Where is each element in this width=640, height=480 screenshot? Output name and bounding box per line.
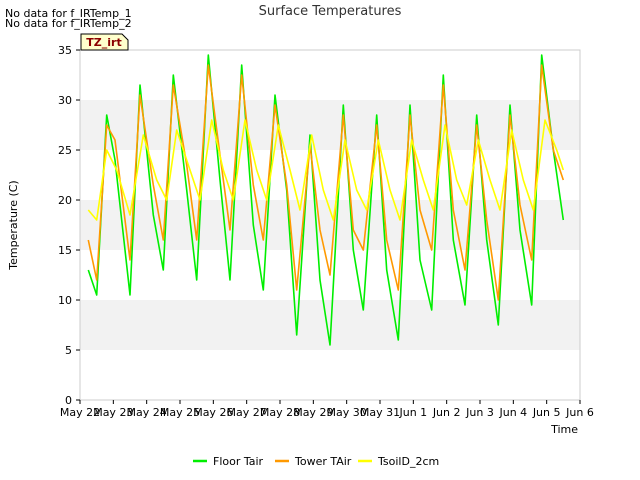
x-tick-label: May 31	[360, 406, 400, 419]
y-tick-label: 35	[58, 44, 72, 57]
y-tick-label: 20	[58, 194, 72, 207]
x-tick-label: May 22	[60, 406, 100, 419]
x-tick-label: Jun 4	[498, 406, 527, 419]
y-axis-label: Temperature (C)	[7, 180, 20, 270]
y-tick-label: 30	[58, 94, 72, 107]
series-line-tower-tair	[87, 64, 565, 301]
y-tick-label: 5	[65, 344, 72, 357]
tz-irt-badge: TZ_irt	[80, 33, 129, 51]
y-tick-label: 10	[58, 294, 72, 307]
legend-label: Tower TAir	[294, 455, 352, 468]
y-tick-label: 15	[58, 244, 72, 257]
series-line-floor-tair	[87, 54, 565, 346]
x-tick-label: May 27	[227, 406, 267, 419]
x-tick-label: May 28	[260, 406, 300, 419]
grid-band	[80, 350, 580, 400]
x-tick-label: May 30	[327, 406, 367, 419]
chart-title: Surface Temperatures	[259, 4, 402, 19]
y-tick-label: 25	[58, 144, 72, 157]
legend: Floor Tair Tower TAir TsoilD_2cm	[193, 455, 439, 468]
x-tick-label: May 29	[293, 406, 333, 419]
grid-band	[80, 100, 580, 150]
x-tick-label: Jun 6	[565, 406, 594, 419]
x-tick-label: May 26	[193, 406, 233, 419]
badge-shape	[80, 33, 129, 51]
x-axis-label: Time	[550, 423, 578, 436]
series-layer	[87, 54, 565, 346]
legend-label: Floor Tair	[213, 455, 264, 468]
no-data-note-2: No data for f_IRTemp_2	[5, 17, 132, 30]
x-tick-label: May 24	[127, 406, 167, 419]
legend-label: TsoilD_2cm	[377, 455, 439, 468]
series-line-tsoild-2cm	[87, 119, 565, 221]
y-axis-ticks: 0 5 10 15 20 25 30 35	[58, 44, 80, 407]
x-tick-label: Jun 1	[398, 406, 427, 419]
x-tick-label: May 25	[160, 406, 200, 419]
no-data-note-1: No data for f_IRTemp_1	[5, 7, 132, 20]
grid-band	[80, 50, 580, 100]
x-tick-label: May 23	[93, 406, 133, 419]
x-tick-label: Jun 5	[532, 406, 561, 419]
badge-label: TZ_irt	[86, 36, 121, 49]
y-tick-label: 0	[65, 394, 72, 407]
x-tick-label: Jun 3	[465, 406, 494, 419]
plot-frame	[79, 49, 581, 401]
x-tick-label: Jun 2	[432, 406, 461, 419]
